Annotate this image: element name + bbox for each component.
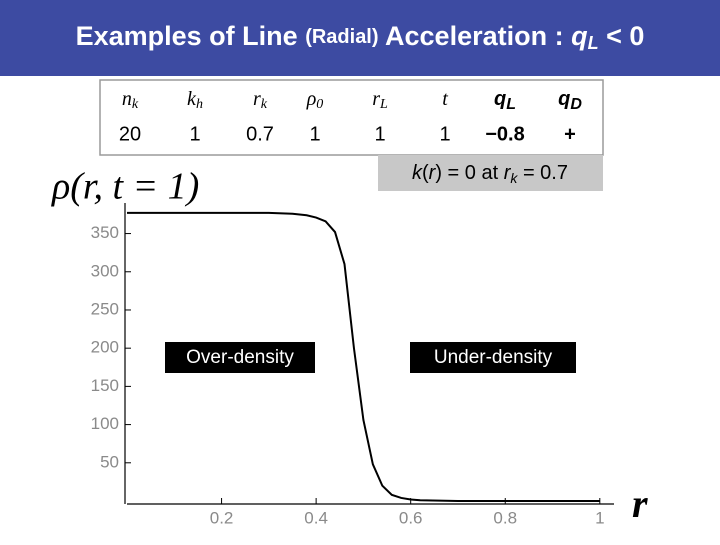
table-header: kh <box>187 88 203 113</box>
title-part: (Radial) <box>305 26 378 48</box>
table-header: t <box>442 88 448 110</box>
note-part: r <box>429 162 437 184</box>
title-part: Examples of Line <box>76 21 306 51</box>
table-header-base: q <box>558 88 570 110</box>
title-part: Acceleration : <box>379 21 572 51</box>
y-axis-label: ρ(r, t = 1) <box>51 166 199 208</box>
note-part: ( <box>422 162 429 184</box>
table-header-base: k <box>187 88 197 110</box>
table-cell: 1 <box>439 123 450 145</box>
table-header: rL <box>372 88 388 113</box>
table-header-sub: k <box>261 97 268 112</box>
table-header: ρ0 <box>306 88 324 113</box>
table-header-base: r <box>372 88 380 110</box>
y-tick-label: 100 <box>91 414 119 433</box>
table-header-sub: L <box>506 96 516 113</box>
annotation-box <box>410 342 576 373</box>
table-header: rk <box>253 88 268 113</box>
table-cell: 20 <box>119 123 141 145</box>
table-cell: −0.8 <box>485 123 524 145</box>
density-curve <box>127 211 600 502</box>
title-bar <box>0 0 720 76</box>
y-tick-label: 300 <box>91 261 119 280</box>
table-header-base: q <box>494 88 506 110</box>
annotation: Under-density <box>434 347 553 368</box>
table-header-sub: D <box>570 96 582 113</box>
note-part: ) = 0 at <box>435 162 503 184</box>
y-tick-label: 250 <box>91 299 119 318</box>
table-cell: 1 <box>189 123 200 145</box>
x-tick-label: 0.6 <box>399 508 423 527</box>
table-cell: 1 <box>374 123 385 145</box>
plot: 50 100 150 200 250 300 350 0.2 0.4 0.6 0.8 1 <box>91 203 614 527</box>
y-tick-label: 150 <box>91 376 119 395</box>
note-part: r <box>504 162 512 184</box>
x-tick-label: 1 <box>595 508 604 527</box>
title-part: < 0 <box>599 21 645 51</box>
table-header-sub: L <box>379 97 388 112</box>
table-cell: 0.7 <box>246 123 274 145</box>
y-tick-label: 50 <box>100 452 119 471</box>
annotation: Over-density <box>186 347 294 368</box>
note-box <box>378 155 603 191</box>
slide-title: Examples of Line (Radial) Acceleration :… <box>76 21 645 53</box>
table-header: nk <box>122 88 139 113</box>
table-header-sub: k <box>132 97 139 112</box>
table-header-base: t <box>442 88 448 110</box>
table-header: qL <box>494 88 516 113</box>
table-header-sub: h <box>196 97 203 112</box>
note-part: k <box>510 170 518 186</box>
note: k(r) = 0 at rk = 0.7 <box>412 162 568 185</box>
table-header-base: r <box>253 88 261 110</box>
table-header-sub: 0 <box>316 97 323 112</box>
table-header-base: n <box>122 88 132 110</box>
x-axis-label: r <box>632 481 648 526</box>
table-header: qD <box>558 88 582 113</box>
x-tick-label: 0.8 <box>493 508 517 527</box>
title-part: q <box>571 21 588 51</box>
table-header-base: ρ <box>306 88 317 110</box>
title-part: L <box>588 33 599 53</box>
note-part: k <box>412 162 423 184</box>
y-tick-label: 200 <box>91 338 119 357</box>
x-tick-label: 0.2 <box>210 508 234 527</box>
param-table <box>99 79 604 156</box>
table-cell: 1 <box>309 123 320 145</box>
y-tick-label: 350 <box>91 223 119 242</box>
table-cell: + <box>564 123 576 145</box>
x-tick-label: 0.4 <box>304 508 328 527</box>
annotation-box <box>165 342 315 373</box>
note-part: = 0.7 <box>517 162 568 184</box>
